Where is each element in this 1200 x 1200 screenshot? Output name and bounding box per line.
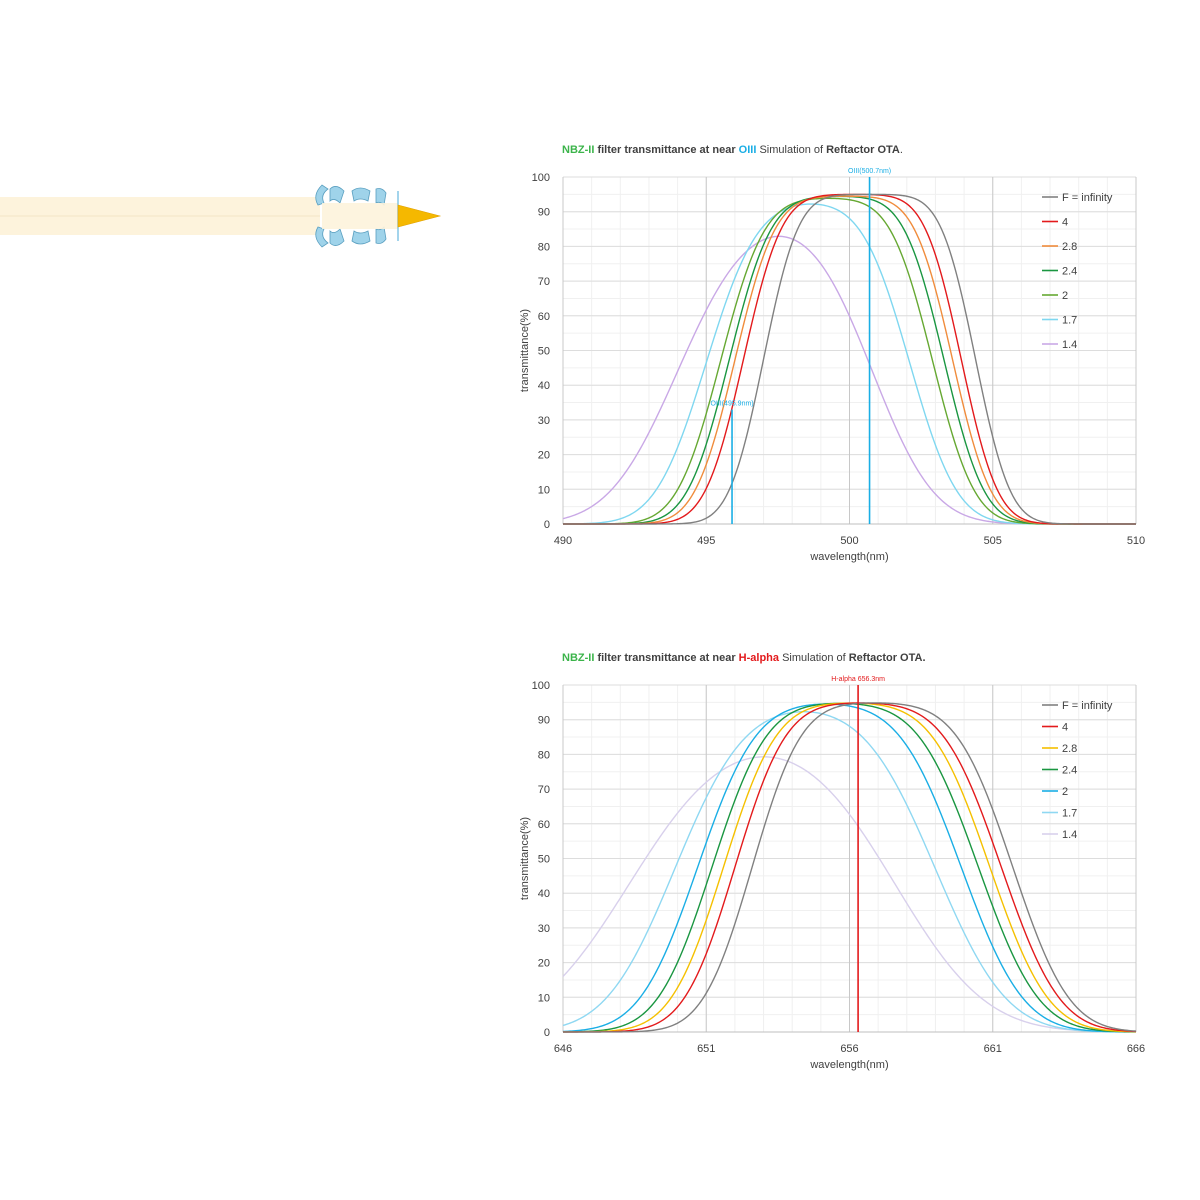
chart-1-y-tick-label: 50 xyxy=(538,346,550,358)
chart-1-y-tick-label: 60 xyxy=(538,311,550,323)
incoming-light-beam xyxy=(0,197,320,235)
chart-1-x-tick-label: 500 xyxy=(840,535,858,547)
chart-1-title-filter: NBZ-II xyxy=(562,144,595,156)
chart-1-legend-entry: F = infinity xyxy=(1062,192,1113,204)
chart-2-legend-entry: 2.8 xyxy=(1062,743,1077,755)
chart-1-y-tick-label: 10 xyxy=(538,484,550,496)
chart-2-y-tick-label: 100 xyxy=(532,680,550,692)
chart-2-series-line xyxy=(563,702,1137,1033)
chart-2-legend-entry: 4 xyxy=(1062,722,1068,734)
chart-1-legend-entry: 2.8 xyxy=(1062,241,1077,253)
chart-1-y-tick-label: 70 xyxy=(538,276,550,288)
chart-2-series-group xyxy=(562,702,1137,1033)
oiii-transmittance-chart: 0 10 20 30 40 50 60 70 80 90 100 490 495 500 505 510 wav… xyxy=(519,168,1145,563)
chart-1-x-tick-label: 495 xyxy=(697,535,715,547)
chart-2-series-line xyxy=(562,710,1137,1033)
lens-light-core xyxy=(322,203,398,229)
chart-2-x-tick-label: 646 xyxy=(554,1043,572,1055)
chart-2-title-part2: Simulation of xyxy=(779,652,849,664)
chart-1-title-end: . xyxy=(899,144,903,156)
chart-2-marker-label: H-alpha 656.3nm xyxy=(831,676,885,683)
chart-2-x-axis-label: wavelength(nm) xyxy=(809,1059,888,1071)
chart-1-y-tick-label: 90 xyxy=(538,207,550,219)
chart-2-y-tick-label: 0 xyxy=(544,1027,550,1039)
chart-1-series-line xyxy=(563,193,1136,525)
chart-1-legend: F = infinity 4 2.8 2.4 2 1.7 1.4 xyxy=(1042,192,1113,351)
chart-1-y-tick-label: 40 xyxy=(538,380,550,392)
chart-1-x-axis-label: wavelength(nm) xyxy=(809,551,888,563)
chart-2-legend-entry: 2 xyxy=(1062,786,1068,798)
chart-1-legend-entry: 1.4 xyxy=(1062,339,1077,351)
chart-1-y-tick-label: 80 xyxy=(538,241,550,253)
converging-light-cone xyxy=(397,204,442,228)
chart-2-legend-entry: 1.7 xyxy=(1062,808,1077,820)
chart-2-y-tick-label: 90 xyxy=(538,715,550,727)
chart-2-legend-entry: 1.4 xyxy=(1062,829,1077,841)
lens-group xyxy=(315,184,398,248)
chart-1-y-axis-label: transmittance(%) xyxy=(519,309,531,392)
chart-2-series-line xyxy=(563,702,1137,1033)
chart-2-title-part1: filter transmittance at near xyxy=(594,652,739,664)
chart-1-legend-entry: 4 xyxy=(1062,217,1068,229)
chart-2-y-tick-label: 80 xyxy=(538,749,550,761)
chart-1-y-tick-label: 0 xyxy=(544,519,550,531)
chart-2-x-tick-label: 661 xyxy=(984,1043,1002,1055)
chart-1-x-tick-label: 510 xyxy=(1127,535,1145,547)
chart-2-legend-entry: F = infinity xyxy=(1062,700,1113,712)
chart-2-series-line xyxy=(562,703,1137,1033)
chart-2-y-tick-label: 30 xyxy=(538,923,550,935)
chart-2-series-line xyxy=(562,756,1137,1033)
chart-1-marker-label: OIII(495.9nm) xyxy=(710,400,753,407)
chart-2-title-bold: Reftactor OTA xyxy=(848,652,923,664)
chart-1-title: NBZ-II filter transmittance at near OIII… xyxy=(562,144,903,156)
chart-2-title-end: . xyxy=(922,652,926,664)
chart-2-y-tick-label: 50 xyxy=(538,854,550,866)
chart-2-y-axis-label: transmittance(%) xyxy=(519,817,531,900)
chart-2-title-filter: NBZ-II xyxy=(562,652,595,664)
chart-1-y-tick-label: 100 xyxy=(532,172,550,184)
chart-1-marker-label: OIII(500.7nm) xyxy=(848,168,891,175)
chart-1-y-tick-label: 20 xyxy=(538,450,550,462)
chart-1-title-part1: filter transmittance at near xyxy=(594,144,739,156)
chart-2-y-tick-label: 10 xyxy=(538,992,550,1004)
chart-2-legend: F = infinity 4 2.8 2.4 2 1.7 1.4 xyxy=(1042,700,1113,841)
chart-1-legend-entry: 2 xyxy=(1062,290,1068,302)
chart-1-title-bold: Reftactor OTA xyxy=(826,144,900,156)
chart-1-title-line: OIII xyxy=(738,144,757,156)
chart-1-legend-entry: 2.4 xyxy=(1062,266,1077,278)
chart-2-y-tick-label: 20 xyxy=(538,958,550,970)
h-alpha-transmittance-chart: 0 10 20 30 40 50 60 70 80 90 100 646 651 656 661 666 wav… xyxy=(519,676,1145,1071)
lens-element-3 xyxy=(351,187,371,245)
refractor-optics-diagram xyxy=(0,184,442,248)
chart-2-title: NBZ-II filter transmittance at near H-al… xyxy=(562,652,926,664)
chart-1-x-tick-label: 490 xyxy=(554,535,572,547)
chart-1-x-tick-label: 505 xyxy=(984,535,1002,547)
chart-1-legend-entry: 1.7 xyxy=(1062,315,1077,327)
chart-1-y-tick-label: 30 xyxy=(538,415,550,427)
chart-2-legend-entry: 2.4 xyxy=(1062,765,1077,777)
chart-2-x-tick-label: 666 xyxy=(1127,1043,1145,1055)
chart-1-series-group xyxy=(562,193,1136,525)
chart-2-major-grid xyxy=(562,684,1137,1033)
chart-2-y-tick-label: 40 xyxy=(538,888,550,900)
chart-2-x-tick-label: 656 xyxy=(840,1043,858,1055)
chart-2-y-tick-label: 60 xyxy=(538,819,550,831)
chart-2-y-tick-label: 70 xyxy=(538,784,550,796)
chart-2-title-line: H-alpha xyxy=(738,652,780,664)
chart-1-title-part2: Simulation of xyxy=(756,144,827,156)
chart-2-x-tick-label: 651 xyxy=(697,1043,715,1055)
